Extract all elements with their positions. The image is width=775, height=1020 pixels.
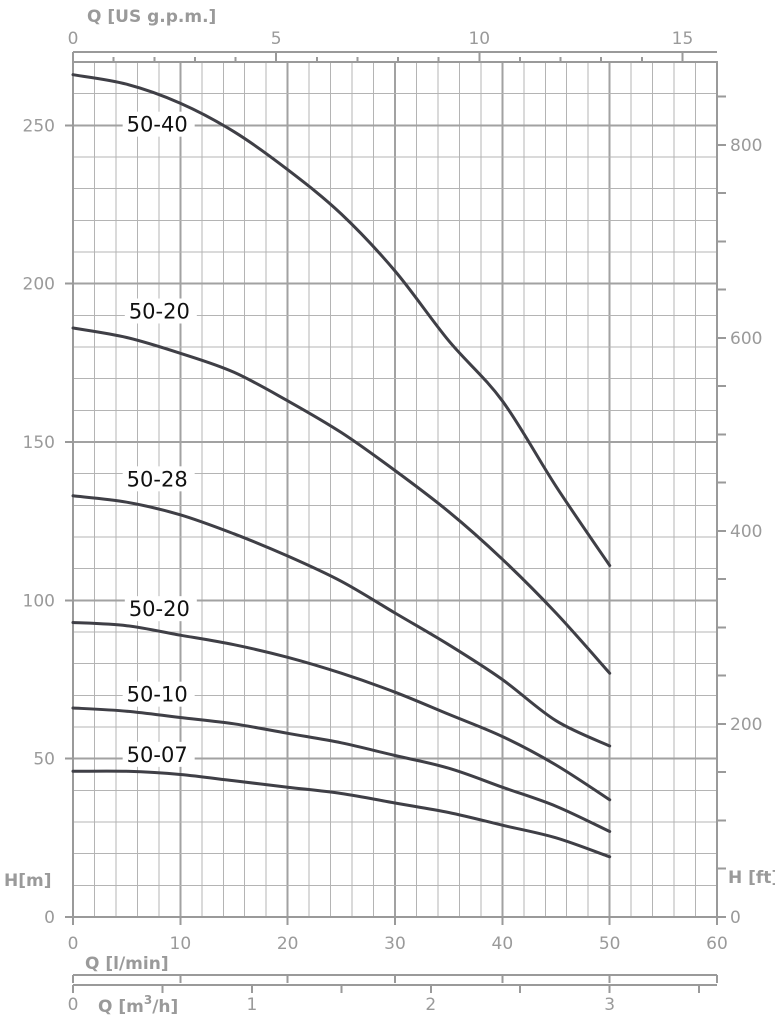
pump-curve-50-20 <box>71 621 612 802</box>
axis-ticks <box>65 51 726 993</box>
y-tick-label: 0 <box>44 908 55 928</box>
curve-label-background <box>122 681 195 707</box>
x-tick-label: 30 <box>384 934 406 954</box>
y-axis-title-left: H[m] <box>4 871 51 891</box>
right-tick-label: 200 <box>730 715 762 735</box>
right-tick-label: 800 <box>730 136 762 156</box>
top-tick-label: 5 <box>271 29 282 49</box>
pump-curve-50-28 <box>71 494 612 748</box>
curve-label-background <box>122 741 195 767</box>
x-axis-title-m3h-sup: 3 <box>144 993 152 1007</box>
x-tick-label: 60 <box>706 934 728 954</box>
curve-label-background <box>124 298 197 324</box>
x-tick-label: 40 <box>492 934 514 954</box>
x-tick-label: 20 <box>277 934 299 954</box>
m3h-tick-label: 0 <box>68 995 79 1015</box>
pump-curve-50-20 <box>71 326 612 675</box>
m3h-tick-label: 2 <box>425 995 436 1015</box>
curve-label-50-28: 50-28 <box>127 467 188 491</box>
top-tick-label: 10 <box>468 29 490 49</box>
right-tick-label: 600 <box>730 329 762 349</box>
top-tick-label: 15 <box>672 29 694 49</box>
x-axis-title-top: Q [US g.p.m.] <box>87 7 216 27</box>
m3h-tick-label: 3 <box>604 995 615 1015</box>
m3h-tick-label: 1 <box>246 995 257 1015</box>
curve-label-50-20: 50-20 <box>129 597 190 621</box>
top-tick-label: 0 <box>68 29 79 49</box>
x-axis-title-m3h: Q [m3/h] <box>98 993 178 1017</box>
y-tick-label: 250 <box>23 116 55 136</box>
curve-label-background <box>122 111 195 137</box>
pump-curve-50-40 <box>71 73 612 567</box>
curve-label-50-07: 50-07 <box>127 743 188 767</box>
pump-curve-50-10 <box>71 706 612 833</box>
y-tick-label: 200 <box>23 275 55 295</box>
x-tick-label: 0 <box>68 934 79 954</box>
pump-curve-50-07 <box>71 769 612 859</box>
curve-label-background <box>122 466 195 492</box>
y-tick-label: 50 <box>33 750 55 770</box>
curve-label-50-40: 50-40 <box>127 113 188 137</box>
x-tick-label: 10 <box>170 934 192 954</box>
curve-label-50-10: 50-10 <box>127 683 188 707</box>
right-tick-label: 400 <box>730 522 762 542</box>
x-axis-title: Q [l/min] <box>85 954 169 974</box>
curve-label-50-20: 50-20 <box>129 300 190 324</box>
x-tick-label: 50 <box>599 934 621 954</box>
curve-label-background <box>124 596 197 622</box>
y-tick-label: 150 <box>23 433 55 453</box>
y-tick-label: 100 <box>23 591 55 611</box>
x-axis-title-m3h-suffix: /h] <box>152 997 178 1017</box>
right-tick-label: 0 <box>730 908 741 928</box>
y-axis-title-right: H [ft] <box>728 868 775 888</box>
pump-curves: 50-40 50-20 50-28 50-20 50-10 50-07 <box>71 73 612 859</box>
x-axis-title-m3h-prefix: Q [m <box>98 997 144 1017</box>
